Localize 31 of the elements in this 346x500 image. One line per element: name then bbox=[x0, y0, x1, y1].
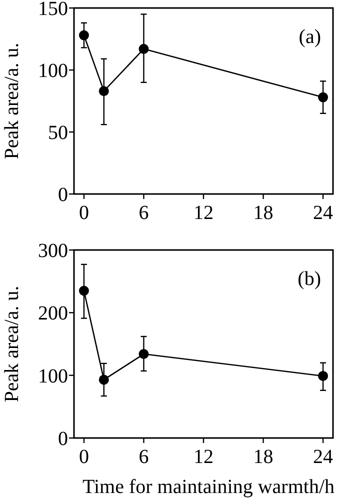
x-tick-label: 12 bbox=[194, 202, 214, 224]
y-tick-label: 100 bbox=[38, 365, 68, 388]
y-tick-label: 150 bbox=[38, 0, 68, 20]
point bbox=[78, 286, 89, 296]
x-tick-label: 12 bbox=[194, 446, 214, 468]
x-tick-label: 0 bbox=[78, 446, 89, 468]
annotation: (a) bbox=[298, 26, 321, 48]
y-axis-title: Peak area/a. u. bbox=[1, 286, 23, 402]
point bbox=[98, 374, 109, 385]
point bbox=[318, 92, 328, 102]
y-tick-label: 0 bbox=[58, 428, 68, 450]
y-axis-title: Peak area/a. u. bbox=[1, 42, 23, 160]
x-tick-label: 6 bbox=[138, 202, 149, 224]
y-tick-label: 50 bbox=[48, 122, 68, 144]
y-tick-label: 100 bbox=[38, 60, 68, 82]
x-tick-label: 18 bbox=[253, 446, 274, 468]
point bbox=[78, 30, 89, 40]
point bbox=[318, 370, 328, 381]
point bbox=[98, 86, 109, 96]
x-tick-label: 0 bbox=[78, 202, 89, 224]
y-tick-label: 300 bbox=[38, 240, 68, 262]
y-tick-label: 200 bbox=[38, 302, 68, 325]
point bbox=[138, 44, 149, 54]
x-tick-label: 24 bbox=[313, 446, 334, 468]
x-tick-label: 24 bbox=[313, 202, 334, 224]
x-axis-title: Time for maintaining warmth/h bbox=[82, 476, 335, 498]
x-tick-label: 18 bbox=[253, 202, 274, 224]
point bbox=[138, 349, 149, 360]
y-tick-label: 0 bbox=[58, 184, 68, 206]
x-tick-label: 6 bbox=[138, 446, 149, 468]
annotation: (b) bbox=[298, 268, 321, 290]
